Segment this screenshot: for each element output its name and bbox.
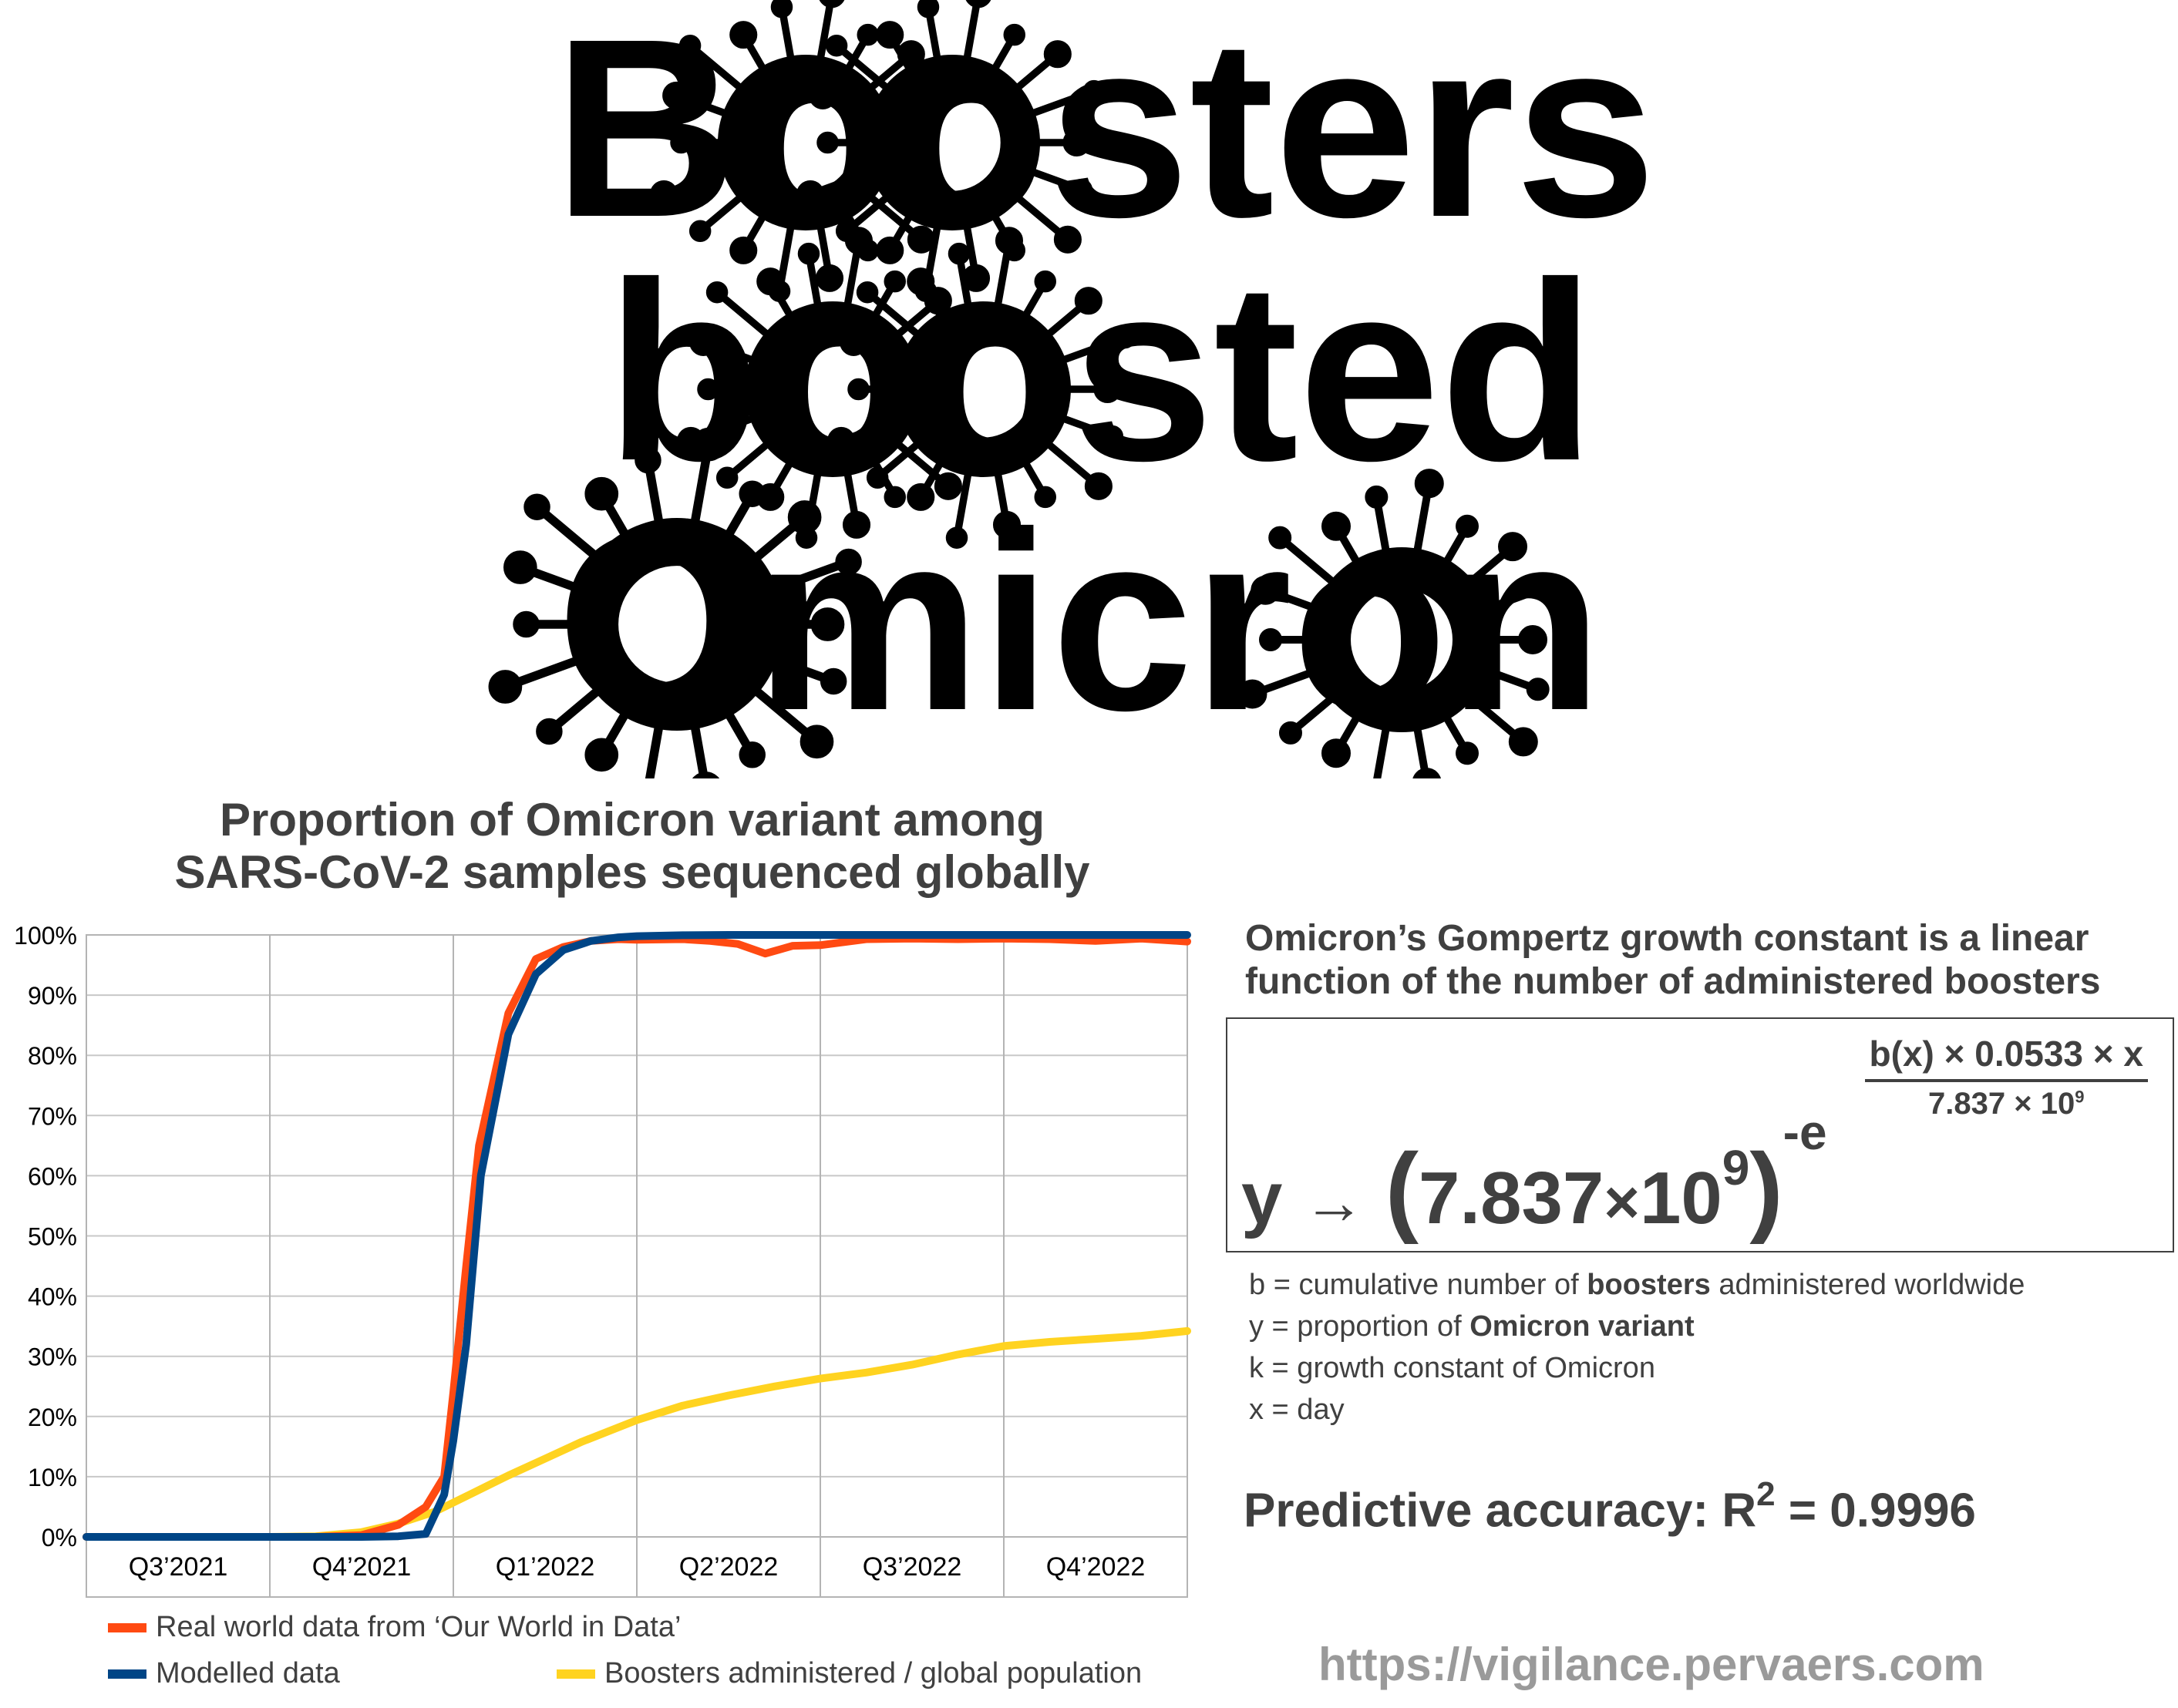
legend-item-real-world: Real world data from ‘Our World in Data’: [108, 1611, 681, 1644]
legend-item-modelled: Modelled data: [108, 1657, 340, 1690]
predictive-accuracy: Predictive accuracy: R2 = 0.9996: [1244, 1475, 1976, 1538]
y-tick-label: 40%: [28, 1283, 77, 1311]
definition-y-prefix: y = proportion of: [1249, 1310, 1470, 1343]
y-tick-label: 10%: [28, 1464, 77, 1491]
formula-exponent-9: 9: [1722, 1140, 1750, 1195]
gompertz-panel-title: Omicron’s Gompertz growth constant is a …: [1245, 917, 2170, 1004]
y-tick-label: 80%: [28, 1042, 77, 1070]
chart-title-line-2: SARS-CoV-2 samples sequenced globally: [174, 846, 1090, 898]
y-tick-label: 50%: [28, 1223, 77, 1251]
gompertz-formula: y → (7.837×109)-e: [1241, 1104, 1827, 1260]
y-tick-label: 90%: [28, 982, 77, 1010]
chart-title-line-1: Proportion of Omicron variant among: [219, 794, 1045, 846]
chart-grid: [86, 934, 1188, 1597]
accuracy-suffix: = 0.9996: [1775, 1484, 1976, 1538]
x-tick-label: Q3’2022: [863, 1552, 962, 1582]
definition-b-bold: boosters: [1587, 1269, 1711, 1301]
formula-times: ×: [1604, 1168, 1640, 1236]
formula-box: b(x) × 0.0533 × x 7.837 × 109 y → (7.837…: [1226, 1017, 2174, 1252]
y-tick-label: 0%: [42, 1524, 77, 1552]
y-tick-label: 70%: [28, 1102, 77, 1130]
y-tick-label: 60%: [28, 1162, 77, 1190]
series-line-modelled: [82, 931, 1191, 1541]
formula-exponent-neg-e: -e: [1782, 1104, 1827, 1160]
source-url: https://vigilance.pervaers.com: [1318, 1639, 1984, 1690]
x-tick-label: Q2’2022: [679, 1552, 779, 1582]
chart-title: Proportion of Omicron variant among SARS…: [46, 794, 1218, 899]
legend-swatch-modelled: [108, 1669, 146, 1679]
headline-line-2: boosted: [606, 229, 1595, 513]
formula-close-paren: ): [1749, 1132, 1783, 1245]
definition-k: k = growth constant of Omicron: [1249, 1352, 1655, 1384]
legend-swatch-real-world: [108, 1622, 146, 1632]
exponent-fraction: b(x) × 0.0533 × x 7.837 × 109: [1864, 1033, 2148, 1121]
fraction-denominator-exponent: 9: [2075, 1087, 2085, 1107]
fraction-denominator-base: 7.837 × 10: [1928, 1087, 2075, 1121]
formula-open-paren: (: [1385, 1132, 1419, 1245]
fraction-denominator: 7.837 × 109: [1865, 1082, 2148, 1121]
y-tick-label: 30%: [28, 1343, 77, 1371]
definition-b: b = cumulative number of boosters admini…: [1249, 1264, 2025, 1306]
legend-label-real-world: Real world data from ‘Our World in Data’: [156, 1611, 682, 1643]
legend-item-boosters: Boosters administered / global populatio…: [557, 1657, 1142, 1690]
definition-y: y = proportion of Omicron variant: [1249, 1306, 2025, 1347]
formula-y: y: [1241, 1157, 1283, 1239]
formula-base: 7.837: [1419, 1157, 1604, 1239]
legend-label-modelled: Modelled data: [156, 1657, 340, 1690]
chart-axes: 0% 10% 20% 30% 40% 50% 60% 70% 80% 90% 100% Q3’2021…: [14, 922, 1188, 1598]
formula-arrow: →: [1303, 1168, 1365, 1236]
headline-graphic: Boosters boosted Omicron: [0, 0, 1656, 778]
accuracy-exponent: 2: [1756, 1475, 1776, 1513]
gompertz-title-line-2: function of the number of administered b…: [1245, 961, 2101, 1002]
fraction-numerator: b(x) × 0.0533 × x: [1864, 1033, 2148, 1082]
variable-definitions: b = cumulative number of boosters admini…: [1249, 1264, 2025, 1431]
y-tick-label: 20%: [28, 1404, 77, 1431]
gompertz-title-line-1: Omicron’s Gompertz growth constant is a …: [1245, 918, 2089, 959]
x-tick-label: Q4’2021: [312, 1552, 412, 1582]
y-tick-label: 100%: [14, 922, 77, 950]
x-tick-label: Q1’2022: [496, 1552, 595, 1582]
accuracy-prefix: Predictive accuracy: R: [1244, 1484, 1757, 1538]
chart-series: [82, 931, 1191, 1541]
definition-b-prefix: b = cumulative number of: [1249, 1269, 1587, 1301]
formula-ten: 10: [1639, 1157, 1722, 1239]
omicron-proportion-chart: 0% 10% 20% 30% 40% 50% 60% 70% 80% 90% 100% Q3’2021…: [14, 922, 1191, 1598]
definition-y-bold: Omicron variant: [1469, 1310, 1695, 1343]
legend-swatch-boosters: [557, 1669, 595, 1679]
legend-label-boosters: Boosters administered / global populatio…: [604, 1657, 1143, 1690]
x-tick-label: Q3’2021: [129, 1552, 228, 1582]
definition-b-suffix: administered worldwide: [1710, 1269, 2025, 1301]
headline-line-3: Omicron: [557, 479, 1603, 763]
x-tick-label: Q4’2022: [1046, 1552, 1146, 1582]
headline-line-1: Boosters: [554, 0, 1656, 270]
definition-x: x = day: [1249, 1394, 1345, 1426]
